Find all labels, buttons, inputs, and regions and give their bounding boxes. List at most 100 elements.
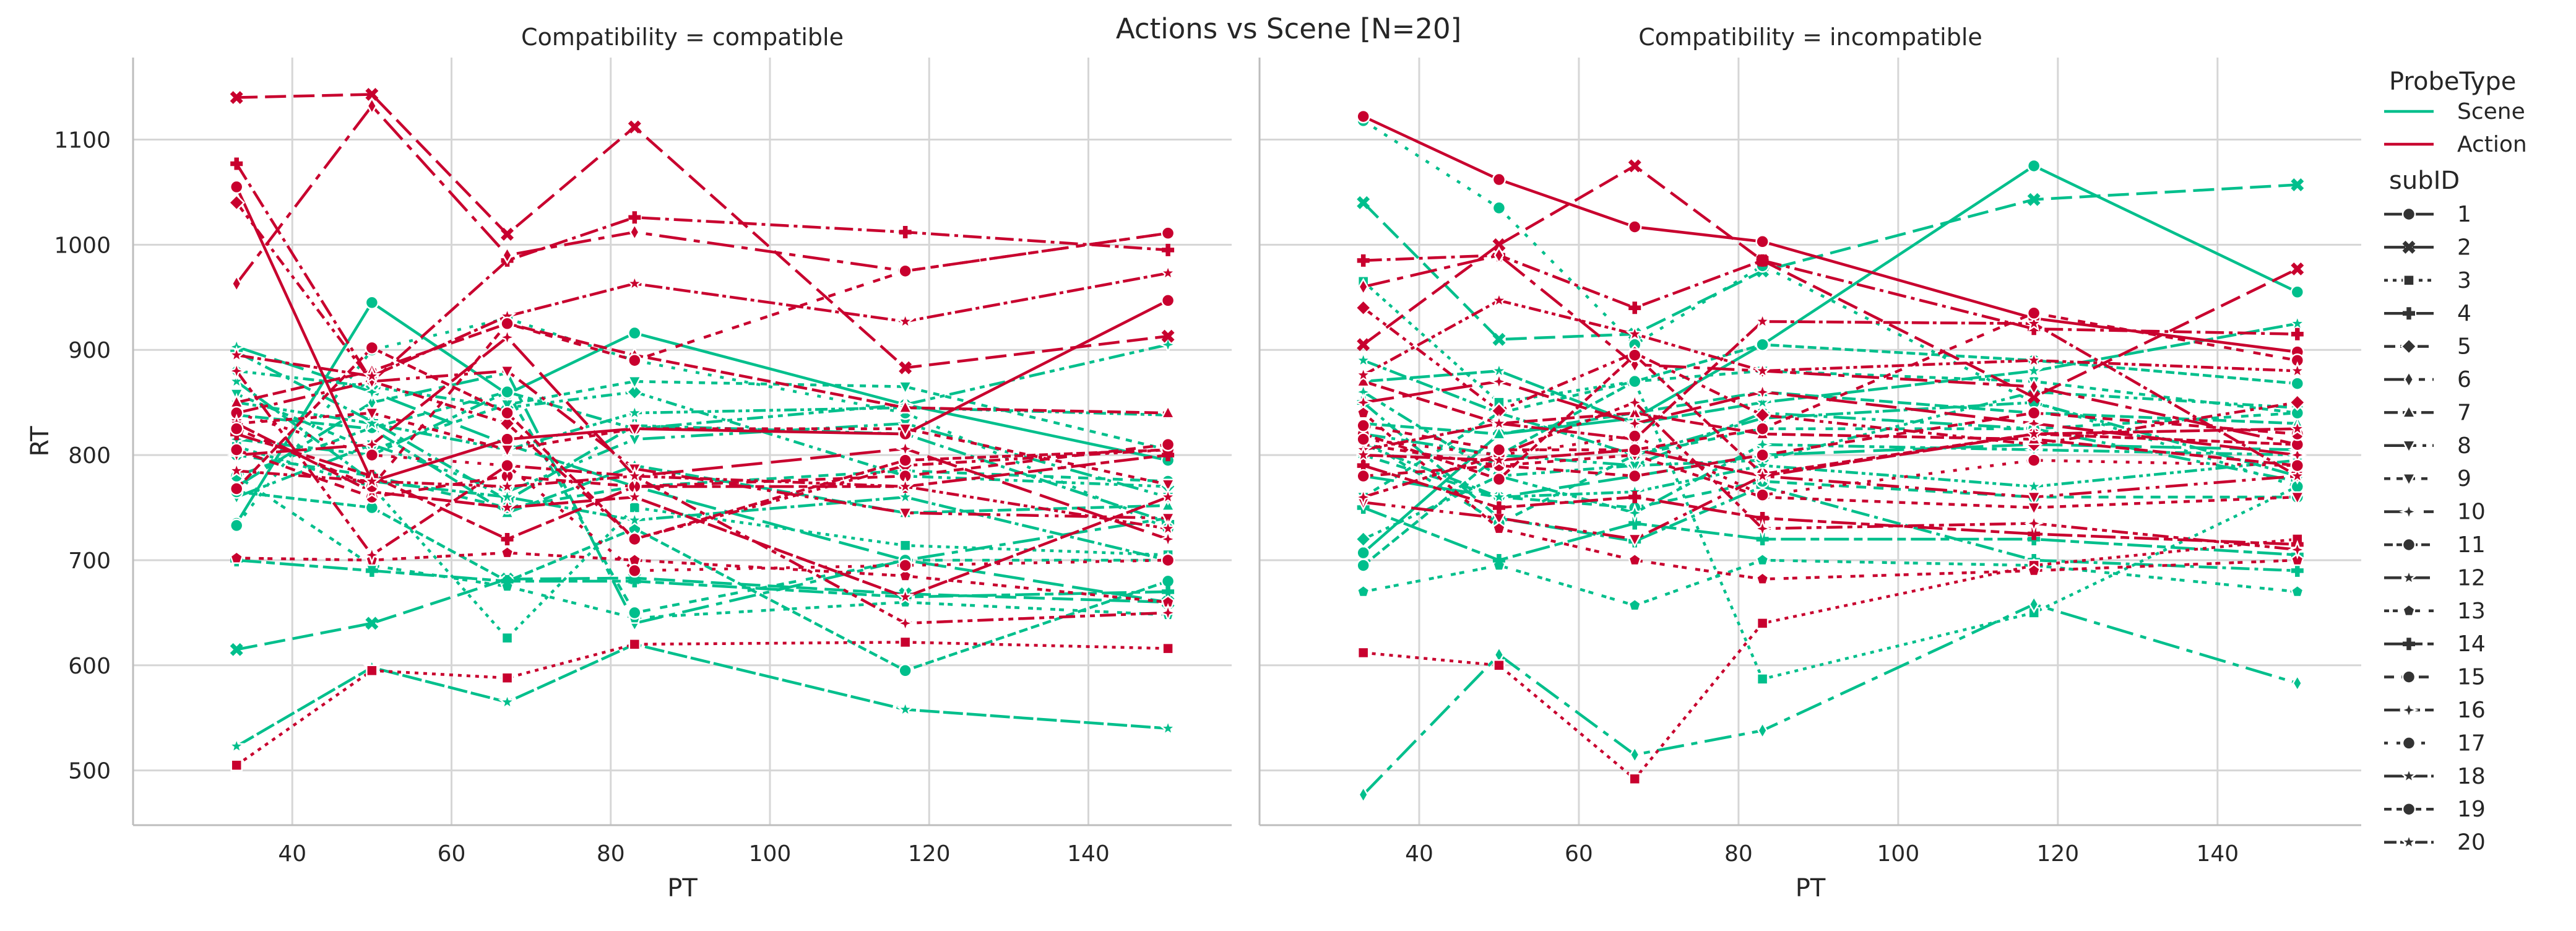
data-point <box>2026 501 2042 516</box>
data-point <box>1356 109 1370 124</box>
data-point <box>1490 450 1508 469</box>
data-point <box>502 246 512 264</box>
series-line <box>1363 435 2297 496</box>
data-point <box>2026 491 2042 506</box>
x-axis-label: PT <box>1796 874 1826 903</box>
series-line <box>235 475 1169 620</box>
data-point <box>1159 487 1177 505</box>
data-point <box>1628 598 1642 612</box>
data-point <box>628 638 641 651</box>
legend-marker <box>2399 700 2419 720</box>
data-point <box>1490 414 1508 431</box>
data-point <box>1160 437 1175 452</box>
legend-label: 15 <box>2457 665 2486 690</box>
series-line <box>1363 254 2297 336</box>
data-point <box>1752 519 1773 539</box>
data-point <box>1492 172 1506 187</box>
series-line <box>236 558 1169 599</box>
legend-label: 4 <box>2457 301 2471 326</box>
data-point <box>228 194 245 212</box>
data-point <box>499 444 515 459</box>
legend-label: 5 <box>2457 334 2471 360</box>
panels-layer: 40 60 80 100 120 140 500 600 700 800 900 1000 1100 RT… <box>26 24 2361 903</box>
series-line <box>1362 183 2297 341</box>
x-tick-label: 80 <box>1724 841 1753 867</box>
data-point <box>500 384 514 399</box>
data-point <box>1492 201 1506 215</box>
data-point <box>1492 521 1506 535</box>
data-point <box>2027 563 2041 577</box>
data-point <box>1492 238 1506 251</box>
data-point <box>1356 469 1370 483</box>
data-point <box>230 157 243 170</box>
data-point <box>365 340 379 355</box>
data-point <box>898 664 912 678</box>
data-point <box>1757 721 1768 740</box>
series-action-12 <box>227 263 1177 384</box>
legend-marker <box>2399 501 2419 522</box>
y-tick-label: 800 <box>68 443 111 469</box>
legend-marker <box>2401 736 2416 750</box>
legend-label: 2 <box>2457 235 2471 260</box>
data-point <box>1753 392 1772 410</box>
data-point <box>2291 178 2304 192</box>
data-point <box>1489 371 1509 391</box>
data-point <box>365 295 379 310</box>
data-point <box>1628 159 1641 173</box>
series-line <box>1362 506 2297 562</box>
series-action-10 <box>1353 371 2307 465</box>
series-line <box>1363 379 2298 457</box>
data-point <box>1159 719 1177 737</box>
data-point <box>501 631 514 644</box>
legend-title-subid: subID <box>2389 167 2460 195</box>
series-line <box>1363 380 2298 467</box>
series-line <box>235 186 1169 483</box>
series-line <box>235 370 1169 625</box>
data-point <box>1628 491 1641 504</box>
y-tick-label: 700 <box>68 548 111 574</box>
data-point <box>2290 376 2305 391</box>
data-point <box>899 361 912 375</box>
series-line <box>236 322 1169 415</box>
legend-marker <box>2400 832 2418 851</box>
data-point <box>501 574 514 587</box>
legend-marker <box>2401 207 2416 222</box>
legend-label: 3 <box>2457 268 2471 293</box>
legend-marker <box>2403 274 2415 287</box>
series-line <box>236 345 1169 604</box>
data-point <box>500 458 514 473</box>
x-axis-label: PT <box>667 874 698 903</box>
y-tick-label: 1000 <box>54 233 111 258</box>
series-line <box>1362 299 2297 376</box>
data-point <box>1493 246 1505 264</box>
data-point <box>229 180 244 194</box>
data-point <box>230 91 243 105</box>
data-point <box>500 545 514 559</box>
legend-marker <box>2401 670 2416 684</box>
legend-marker <box>2400 568 2418 586</box>
x-tick-label: 140 <box>1067 841 1110 867</box>
data-point <box>2025 314 2044 332</box>
panel-title: Compatibility = incompatible <box>1638 24 1982 51</box>
data-point <box>1162 642 1174 655</box>
series-line <box>236 643 1169 748</box>
data-point <box>227 361 246 381</box>
data-point <box>1628 773 1641 786</box>
data-point <box>1358 786 1369 804</box>
series-line <box>1363 443 2297 509</box>
data-point <box>628 563 642 578</box>
data-point <box>1493 659 1505 672</box>
data-point <box>1627 348 1642 362</box>
legend-label: 19 <box>2457 797 2486 822</box>
data-point <box>1627 533 1643 548</box>
data-point <box>1755 337 1770 352</box>
data-point <box>1159 519 1177 537</box>
data-point <box>625 466 644 484</box>
series-line <box>236 369 1169 520</box>
legend: ProbeTypeSceneActionsubID123456789101112… <box>2384 67 2527 855</box>
data-point <box>895 613 915 633</box>
data-point <box>899 636 912 649</box>
data-point <box>2289 491 2305 506</box>
series-line <box>236 551 1169 604</box>
legend-label: Action <box>2457 132 2527 157</box>
